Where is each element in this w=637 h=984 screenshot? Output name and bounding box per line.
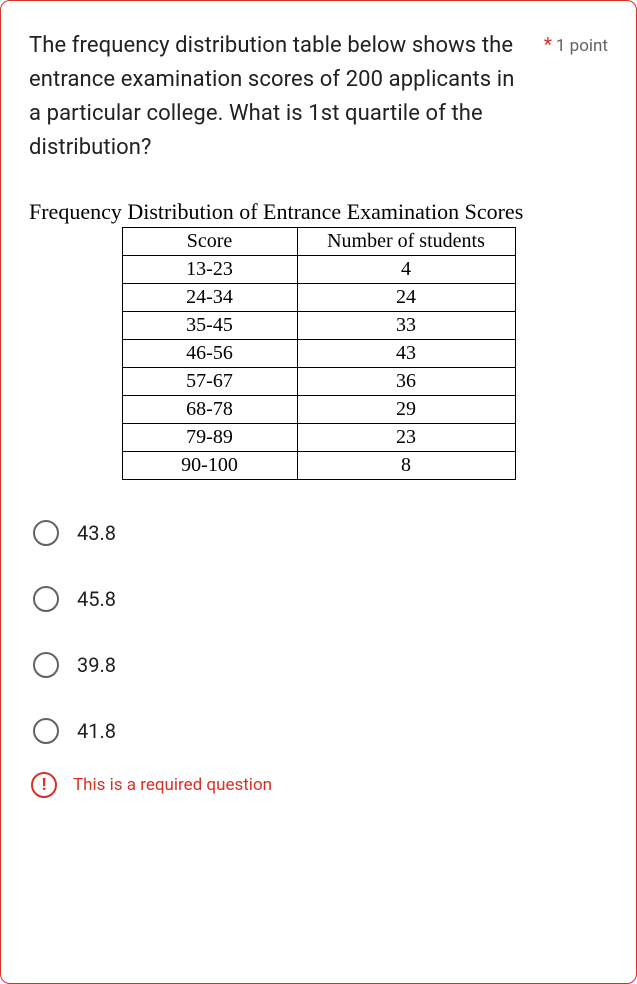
question-text: The frequency distribution table below s… bbox=[29, 29, 532, 165]
table-row: 35-45 33 bbox=[122, 312, 515, 340]
cell-score: 46-56 bbox=[122, 340, 297, 368]
radio-icon bbox=[33, 718, 59, 744]
option-label: 41.8 bbox=[77, 719, 116, 743]
table-header-count: Number of students bbox=[297, 228, 515, 256]
options-group: 43.8 45.8 39.8 41.8 bbox=[29, 508, 608, 756]
frequency-table: Score Number of students 13-23 4 24-34 2… bbox=[122, 227, 516, 480]
table-row: 79-89 23 bbox=[122, 424, 515, 452]
option-label: 39.8 bbox=[77, 653, 116, 677]
points-area: *1 point bbox=[544, 29, 608, 56]
table-header-row: Score Number of students bbox=[122, 228, 515, 256]
cell-score: 90-100 bbox=[122, 452, 297, 480]
cell-count: 24 bbox=[297, 284, 515, 312]
cell-score: 13-23 bbox=[122, 256, 297, 284]
option-label: 43.8 bbox=[77, 521, 116, 545]
option-3[interactable]: 41.8 bbox=[29, 706, 608, 756]
radio-icon bbox=[33, 586, 59, 612]
table-header-score: Score bbox=[122, 228, 297, 256]
question-card: The frequency distribution table below s… bbox=[0, 0, 637, 984]
table-row: 46-56 43 bbox=[122, 340, 515, 368]
points-label: 1 point bbox=[556, 36, 608, 56]
cell-score: 35-45 bbox=[122, 312, 297, 340]
cell-count: 29 bbox=[297, 396, 515, 424]
option-1[interactable]: 45.8 bbox=[29, 574, 608, 624]
required-asterisk: * bbox=[544, 33, 552, 56]
cell-count: 4 bbox=[297, 256, 515, 284]
cell-count: 8 bbox=[297, 452, 515, 480]
table-row: 57-67 36 bbox=[122, 368, 515, 396]
question-header: The frequency distribution table below s… bbox=[29, 29, 608, 165]
table-row: 24-34 24 bbox=[122, 284, 515, 312]
cell-score: 24-34 bbox=[122, 284, 297, 312]
table-row: 68-78 29 bbox=[122, 396, 515, 424]
cell-count: 36 bbox=[297, 368, 515, 396]
table-title: Frequency Distribution of Entrance Exami… bbox=[29, 199, 608, 225]
error-row: ! This is a required question bbox=[29, 772, 608, 798]
table-row: 13-23 4 bbox=[122, 256, 515, 284]
table-block: Frequency Distribution of Entrance Exami… bbox=[29, 199, 608, 480]
cell-count: 23 bbox=[297, 424, 515, 452]
option-0[interactable]: 43.8 bbox=[29, 508, 608, 558]
cell-score: 57-67 bbox=[122, 368, 297, 396]
cell-score: 68-78 bbox=[122, 396, 297, 424]
cell-score: 79-89 bbox=[122, 424, 297, 452]
cell-count: 33 bbox=[297, 312, 515, 340]
option-2[interactable]: 39.8 bbox=[29, 640, 608, 690]
radio-icon bbox=[33, 652, 59, 678]
cell-count: 43 bbox=[297, 340, 515, 368]
error-message: This is a required question bbox=[73, 775, 272, 795]
table-row: 90-100 8 bbox=[122, 452, 515, 480]
radio-icon bbox=[33, 520, 59, 546]
option-label: 45.8 bbox=[77, 587, 116, 611]
error-icon: ! bbox=[31, 772, 57, 798]
